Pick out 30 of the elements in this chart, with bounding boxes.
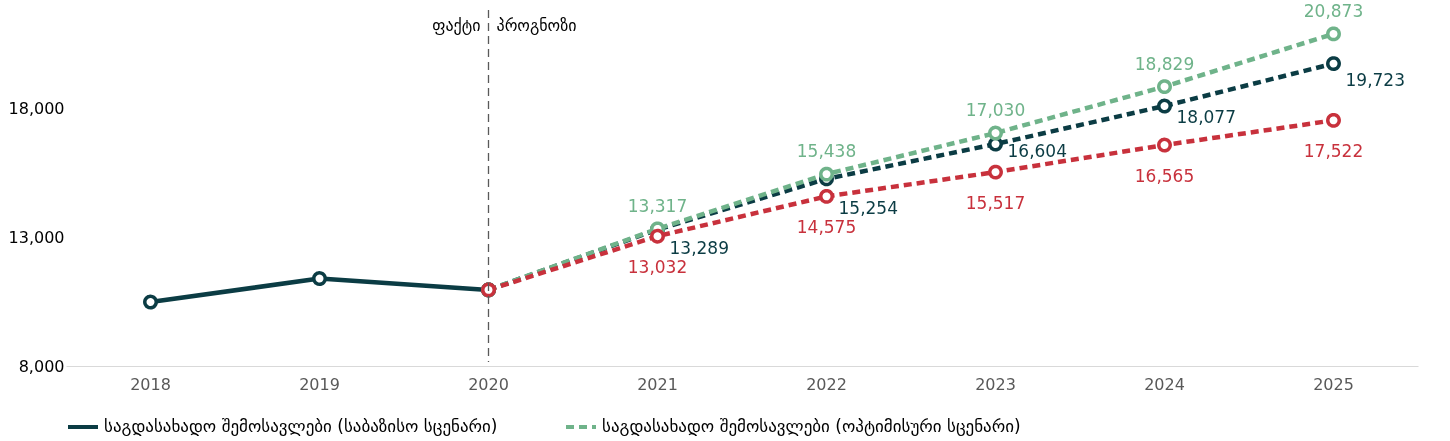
data-label: 15,438 xyxy=(796,141,857,162)
data-label: 18,829 xyxy=(1134,53,1195,74)
data-label: 19,723 xyxy=(1345,69,1405,90)
data-label: 16,604 xyxy=(1007,141,1067,162)
data-label: 15,254 xyxy=(838,198,898,219)
x-tick-label: 2021 xyxy=(637,374,678,394)
x-tick-label: 2025 xyxy=(1313,374,1354,394)
legend-label: საგდასახადო შემოსავლები (საბაზისო სცენარი) xyxy=(104,416,498,436)
x-tick-label: 2023 xyxy=(975,374,1016,394)
data-label: 17,522 xyxy=(1303,141,1364,162)
y-tick-label: 18,000 xyxy=(8,98,65,118)
x-tick-label: 2019 xyxy=(299,374,340,394)
data-label: 18,077 xyxy=(1176,106,1236,127)
x-tick-label: 2022 xyxy=(806,374,847,394)
data-label: 15,517 xyxy=(965,193,1026,214)
annotation: პროგნოზი xyxy=(496,16,577,35)
data-label: 14,575 xyxy=(796,217,857,238)
data-label: 16,565 xyxy=(1134,166,1195,187)
y-tick-label: 8,000 xyxy=(18,356,65,376)
x-tick-label: 2018 xyxy=(130,374,171,394)
data-label: 20,873 xyxy=(1303,0,1364,21)
x-tick-label: 2024 xyxy=(1144,374,1185,394)
y-tick-label: 13,000 xyxy=(8,227,65,247)
data-label: 13,289 xyxy=(669,238,729,259)
legend-label: საგდასახადო შემოსავლები (ოპტიმისური სცენარი) xyxy=(602,416,1021,436)
annotation: ფაქტი xyxy=(432,16,481,35)
x-tick-label: 2020 xyxy=(468,374,509,394)
data-label: 13,317 xyxy=(627,195,688,216)
data-label: 17,030 xyxy=(965,100,1026,121)
data-label: 13,032 xyxy=(627,257,688,278)
